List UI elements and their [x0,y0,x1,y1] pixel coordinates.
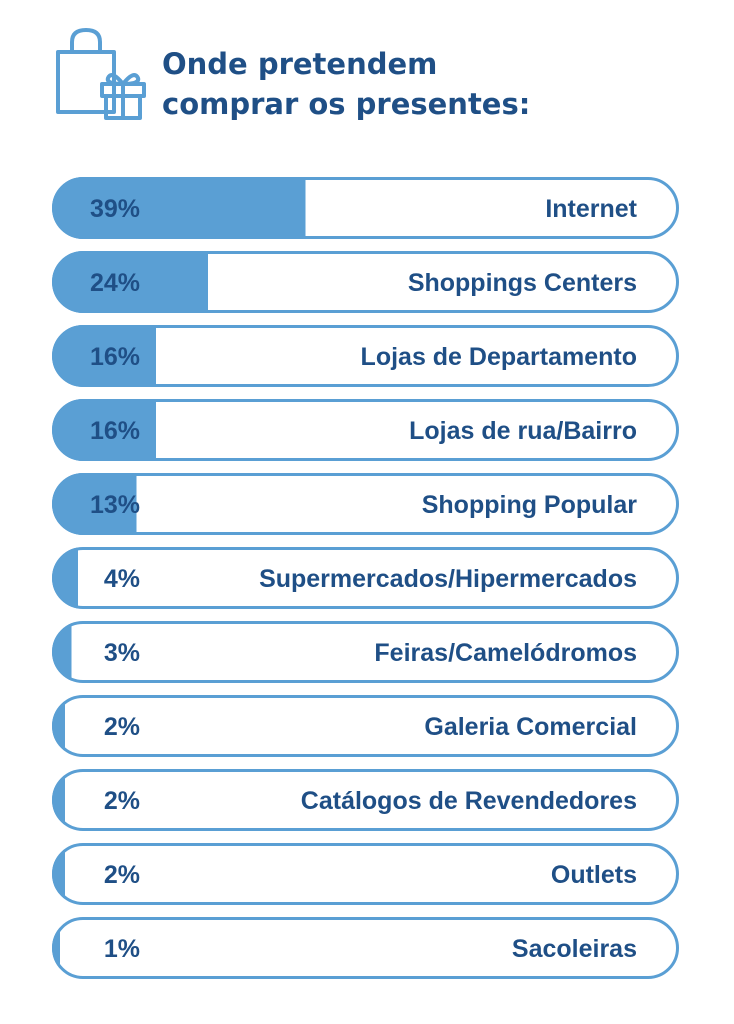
bar-outline [52,251,679,313]
bar-track [52,547,679,609]
category-label: Lojas de Departamento [361,343,637,371]
category-label: Sacoleiras [512,935,637,963]
data-label: 1% [104,935,140,963]
data-label: 2% [104,713,140,741]
bar-outline [52,177,679,239]
bar-outline [52,621,679,683]
data-label: 24% [90,269,140,297]
category-label: Supermercados/Hipermercados [259,565,637,593]
category-label: Shopping Popular [422,491,638,519]
bar-track [52,621,679,683]
data-label: 4% [104,565,140,593]
category-label: Outlets [551,861,637,889]
bar-track [52,843,679,905]
bar-outline [52,917,679,979]
bar [52,399,156,461]
bar-track [52,473,679,535]
category-label: Shoppings Centers [408,269,637,297]
data-label: 13% [90,491,140,519]
bar-row: 1% Sacoleiras [52,917,679,979]
bar-row: 3% Feiras/Camelódromos [52,621,679,683]
data-label: 16% [90,417,140,445]
bar-track [52,695,679,757]
data-label: 3% [104,639,140,667]
category-label: Feiras/Camelódromos [374,639,637,667]
bar-row: 24% Shoppings Centers [52,251,679,313]
data-label: 39% [90,195,140,223]
bar-row: 2% Galeria Comercial [52,695,679,757]
chart-header: Onde pretendem comprar os presentes: [52,26,692,126]
bar-outline [52,695,679,757]
data-label: 2% [104,861,140,889]
category-label: Internet [545,195,637,223]
bar-track [52,917,679,979]
category-label: Lojas de rua/Bairro [409,417,637,445]
data-label: 16% [90,343,140,371]
bar-row: 16% Lojas de rua/Bairro [52,399,679,461]
bar [52,177,306,239]
bar [52,251,208,313]
chart-title: Onde pretendem comprar os presentes: [162,47,531,121]
bar-track [52,399,679,461]
bar [52,917,60,979]
bar-row: 39% Internet [52,177,679,239]
bar-track [52,251,679,313]
bar-row: 16% Lojas de Departamento [52,325,679,387]
bar-track [52,325,679,387]
bar-outline [52,769,679,831]
bar-row: 13% Shopping Popular [52,473,679,535]
category-label: Catálogos de Revendedores [301,787,637,815]
bar-outline [52,547,679,609]
bar-outline [52,399,679,461]
shopping-bag-gift-icon [56,28,146,120]
bar-track [52,769,679,831]
bar [52,325,156,387]
bar-row: 4% Supermercados/Hipermercados [52,547,679,609]
bar-outline [52,843,679,905]
bar-row: 2% Catálogos de Revendedores [52,769,679,831]
bar-row: 2% Outlets [52,843,679,905]
data-label: 2% [104,787,140,815]
category-label: Galeria Comercial [424,713,637,741]
bar-outline [52,473,679,535]
bar [52,473,137,535]
bar-outline [52,325,679,387]
